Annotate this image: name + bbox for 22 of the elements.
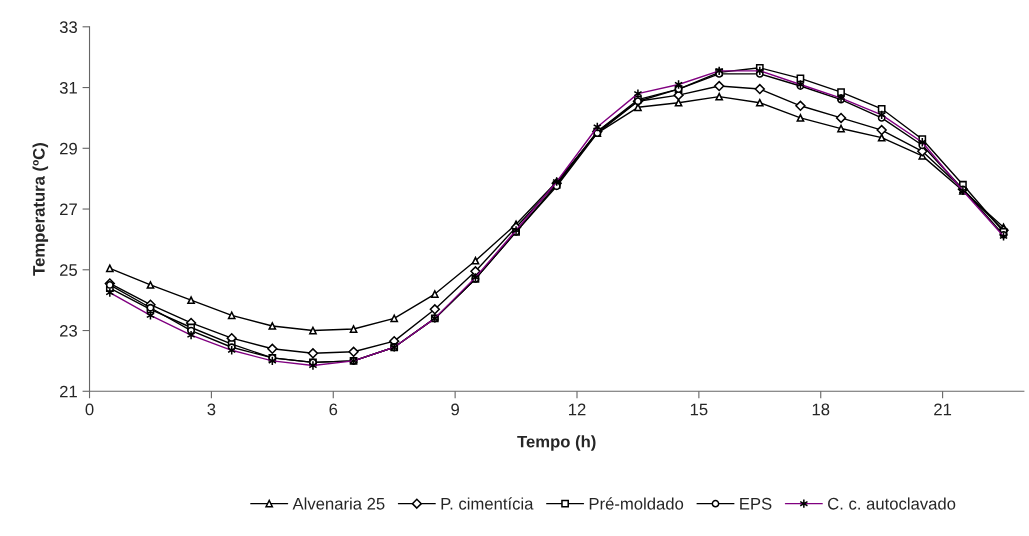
x-tick-label: 6 (329, 403, 338, 416)
x-tick-label: 12 (569, 403, 586, 416)
legend-label: Pré-moldado (589, 497, 684, 510)
legend-label: Alvenaria 25 (292, 497, 385, 510)
y-tick-label: 33 (59, 21, 77, 33)
legend-label: P. cimentícia (441, 497, 534, 510)
legend-label: C. c. autoclavado (828, 497, 956, 510)
x-tick-label: 9 (451, 403, 459, 416)
x-axis-title: Tempo (h) (517, 435, 596, 451)
y-tick-label: 23 (60, 324, 77, 337)
x-tick-label: 15 (690, 403, 708, 416)
y-tick-label: 25 (60, 264, 78, 276)
legend-label: EPS (740, 497, 772, 510)
x-tick-label: 0 (85, 403, 94, 416)
y-tick-label: 21 (60, 385, 77, 398)
x-tick-label: 18 (812, 403, 830, 416)
x-tick-label: 3 (207, 403, 216, 416)
y-tick-label: 27 (60, 203, 77, 216)
y-tick-label: 31 (59, 81, 77, 94)
y-tick-label: 29 (60, 142, 77, 155)
x-tick-label: 21 (934, 403, 952, 416)
y-axis-title: Temperatura (ºC) (32, 143, 49, 276)
